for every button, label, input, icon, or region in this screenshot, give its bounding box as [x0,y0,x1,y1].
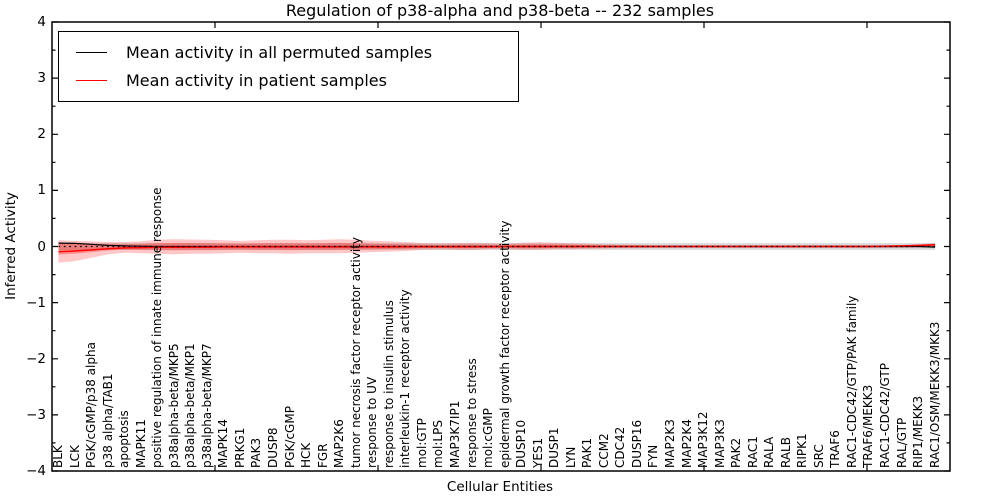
x-category-label: apoptosis [117,410,132,468]
patient-band-outer [58,239,936,263]
x-axis-label: Cellular Entities [446,479,554,495]
y-tick-label: 4 [37,14,46,30]
y-tick-label: −1 [26,294,46,311]
x-category-label: mol:cGMP [481,408,496,468]
x-category-label: HCK [299,442,314,468]
legend-line-permuted-icon [76,51,107,53]
x-category-label: CCM2 [596,433,611,468]
x-category-label: MAP3K12 [696,411,711,468]
y-tick-label: −2 [26,350,46,367]
x-category-label: FGR [315,443,330,468]
plot-frame [51,21,951,472]
x-category-label: RIP1/MEKK3 [911,395,926,468]
x-category-label: RAC1-CDC42/GTP/PAK family [844,295,859,468]
x-category-label: CDC42 [613,426,628,468]
x-category-label: RAC1 [745,436,760,468]
legend: Mean activity in all permuted samples Me… [58,31,519,102]
x-category-label: MAP3K3 [712,419,727,468]
x-category-label: MAP2K4 [679,419,694,468]
x-category-label: PGK/cGMP [282,406,297,468]
x-category-label: FYN [646,444,661,468]
x-category-label: RAL/GTP [894,417,909,468]
x-category-label: PAK1 [580,437,595,468]
x-category-label: PGK/cGMP/p38 alpha [84,342,99,468]
x-category-label: RAC1-CDC42/GTP [878,363,892,468]
y-tick-label: 1 [37,182,46,199]
x-category-label: YES1 [530,437,545,468]
legend-label-permuted: Mean activity in all permuted samples [126,42,433,62]
x-category-label: DUSP16 [629,419,644,468]
legend-entry-patient: Mean activity in patient samples [59,66,518,94]
x-category-label: MAPK11 [133,419,148,468]
x-category-label: DUSP1 [547,427,562,468]
x-category-label: LCK [67,445,82,468]
y-tick-label: 3 [37,70,46,87]
x-category-label: MAP2K3 [662,419,677,468]
x-category-label: DUSP10 [514,419,529,468]
legend-label-patient: Mean activity in patient samples [126,70,387,90]
x-category-label: RIPK1 [795,433,810,468]
x-category-label: PAK2 [729,437,744,468]
x-category-label: SRC [811,444,826,468]
x-category-label: mol:GTP [414,418,429,468]
x-category-label: tumor necrosis factor receptor activity [348,237,363,468]
y-tick-label: −4 [26,463,46,479]
x-category-label: PAK3 [249,437,264,468]
y-tick-label: 2 [37,126,46,143]
y-tick-label: 0 [37,238,46,255]
x-category-label: MAPK14 [216,419,231,468]
x-category-label: p38alpha-beta/MKP1 [183,343,198,468]
x-category-label: MAP3K7IP1 [447,400,462,468]
x-category-label: MAP2K6 [332,419,347,468]
x-category-label: epidermal growth factor receptor activit… [497,220,512,468]
x-category-label: RALB [778,437,793,468]
x-category-label: response to insulin stimulus [381,300,396,468]
x-category-label: p38alpha-beta/MKP5 [166,343,181,468]
chart-title: Regulation of p38-alpha and p38-beta -- … [285,1,715,20]
x-category-label: TRAF6/MEKK3 [861,384,876,468]
x-category-label: interleukin-1 receptor activity [398,289,413,468]
legend-entry-permuted: Mean activity in all permuted samples [59,38,518,66]
x-category-label: RALA [762,436,777,468]
x-category-label: p38alpha-beta/MKP7 [199,343,214,468]
x-category-label: response to stress [464,358,479,468]
x-category-label: positive regulation of innate immune res… [150,187,165,468]
x-category-label: LYN [563,446,578,468]
x-category-label: BLK [51,445,65,468]
x-category-label: PRKG1 [232,427,247,468]
x-category-label: mol:LPS [431,420,446,468]
x-category-label: response to UV [365,376,380,468]
x-category-label: RAC1/OSM/MEKK3/MKK3 [927,321,942,468]
x-category-label: DUSP8 [266,427,281,468]
legend-line-patient-icon [76,79,107,81]
x-category-label: TRAF6 [828,430,843,468]
x-category-label: p38 alpha/TAB1 [100,373,115,468]
y-tick-label: −3 [26,406,46,423]
